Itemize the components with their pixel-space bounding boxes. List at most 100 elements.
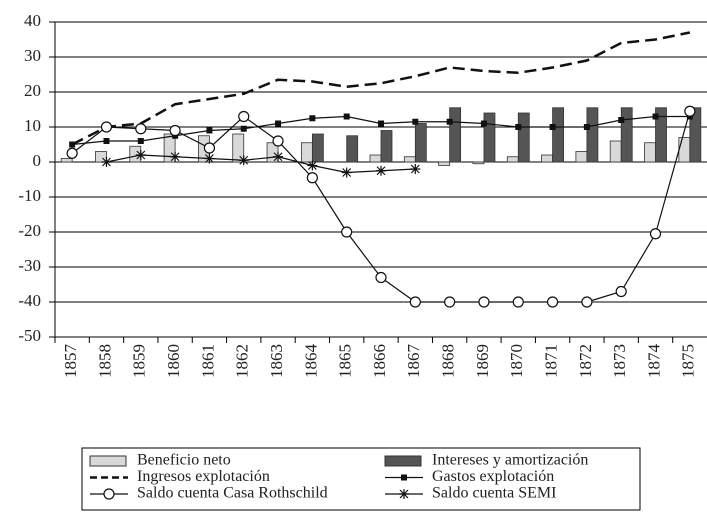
x-tick-label: 1858 (95, 344, 114, 378)
marker (401, 474, 407, 481)
marker (378, 120, 384, 127)
marker (409, 296, 421, 308)
marker (375, 271, 387, 284)
marker (684, 105, 696, 117)
marker (549, 124, 556, 130)
legend-box (81, 447, 641, 511)
marker (376, 165, 386, 176)
marker (238, 155, 249, 166)
marker (341, 167, 352, 178)
x-tick-label: 1871 (541, 344, 560, 378)
bar (163, 133, 176, 163)
bar (655, 107, 667, 163)
marker (444, 296, 456, 308)
marker (412, 118, 419, 125)
x-tick-label: 1869 (473, 344, 492, 378)
legend-swatch (89, 455, 127, 467)
marker (238, 110, 250, 123)
bar (541, 154, 553, 163)
bar (95, 151, 107, 163)
marker (446, 118, 453, 125)
x-tick-label: 1859 (130, 344, 149, 378)
bar (586, 107, 599, 163)
marker (652, 113, 659, 120)
marker (206, 127, 213, 134)
x-tick-label: 1872 (576, 344, 595, 378)
bar (506, 156, 519, 163)
marker (240, 125, 247, 132)
marker (103, 138, 110, 144)
x-tick-label: 1862 (233, 344, 252, 378)
bar (483, 112, 496, 163)
marker (100, 121, 113, 133)
marker (307, 160, 318, 171)
marker (583, 124, 590, 130)
x-tick-label: 1875 (679, 344, 698, 378)
marker (101, 157, 112, 167)
y-tick-label: -10 (18, 186, 41, 205)
marker (515, 124, 522, 130)
y-tick-label: 10 (24, 116, 41, 135)
marker (615, 285, 627, 298)
y-tick-label: 0 (33, 151, 42, 170)
bar (517, 112, 530, 163)
y-tick-label: -50 (18, 326, 41, 345)
marker (275, 120, 282, 127)
line (71, 31, 691, 146)
x-tick-label: 1865 (336, 344, 355, 378)
legend-label: Saldo cuenta Casa Rothschild (137, 485, 328, 502)
bar (60, 158, 73, 163)
line (106, 154, 416, 174)
marker (618, 117, 625, 123)
x-tick-label: 1870 (507, 344, 526, 378)
x-tick-label: 1861 (198, 344, 217, 378)
marker (272, 135, 284, 147)
legend-label: Ingresos explotación (137, 468, 270, 485)
marker (478, 296, 490, 308)
bar (678, 137, 691, 163)
marker (343, 113, 350, 120)
x-tick-label: 1864 (301, 344, 320, 379)
marker (135, 150, 146, 160)
x-tick-label: 1860 (164, 344, 183, 378)
bar (575, 151, 588, 163)
bar (689, 107, 702, 163)
bar (300, 142, 313, 163)
bar (403, 156, 416, 163)
bar (644, 142, 656, 163)
bar (311, 133, 324, 163)
marker (69, 141, 76, 148)
x-tick-label: 1873 (610, 344, 629, 378)
x-tick-label: 1867 (404, 344, 423, 379)
marker (273, 151, 284, 162)
marker (306, 172, 318, 184)
marker (135, 123, 147, 135)
bar (414, 123, 427, 163)
x-tick-label: 1868 (439, 344, 458, 378)
legend-label: Gastos explotación (432, 468, 554, 485)
marker (512, 296, 524, 308)
bar (380, 130, 393, 163)
bar (620, 107, 633, 163)
bar (552, 107, 564, 163)
marker (649, 228, 662, 240)
bar (438, 161, 451, 166)
marker (169, 124, 181, 137)
y-tick-label: 30 (24, 46, 41, 65)
legend-swatch (384, 455, 422, 467)
legend-label: Beneficio neto (137, 452, 231, 469)
x-tick-label: 1863 (267, 344, 286, 378)
y-tick-label: -30 (18, 256, 41, 275)
marker (309, 115, 316, 122)
marker (480, 120, 487, 127)
legend-label: Intereses y amortización (432, 452, 588, 469)
marker (341, 226, 353, 238)
marker (137, 138, 144, 144)
marker (399, 489, 409, 499)
bar (346, 135, 359, 163)
marker (410, 164, 421, 174)
legend-label: Saldo cuenta SEMI (432, 485, 556, 502)
x-tick-label: 1857 (61, 344, 80, 379)
marker (203, 142, 216, 154)
